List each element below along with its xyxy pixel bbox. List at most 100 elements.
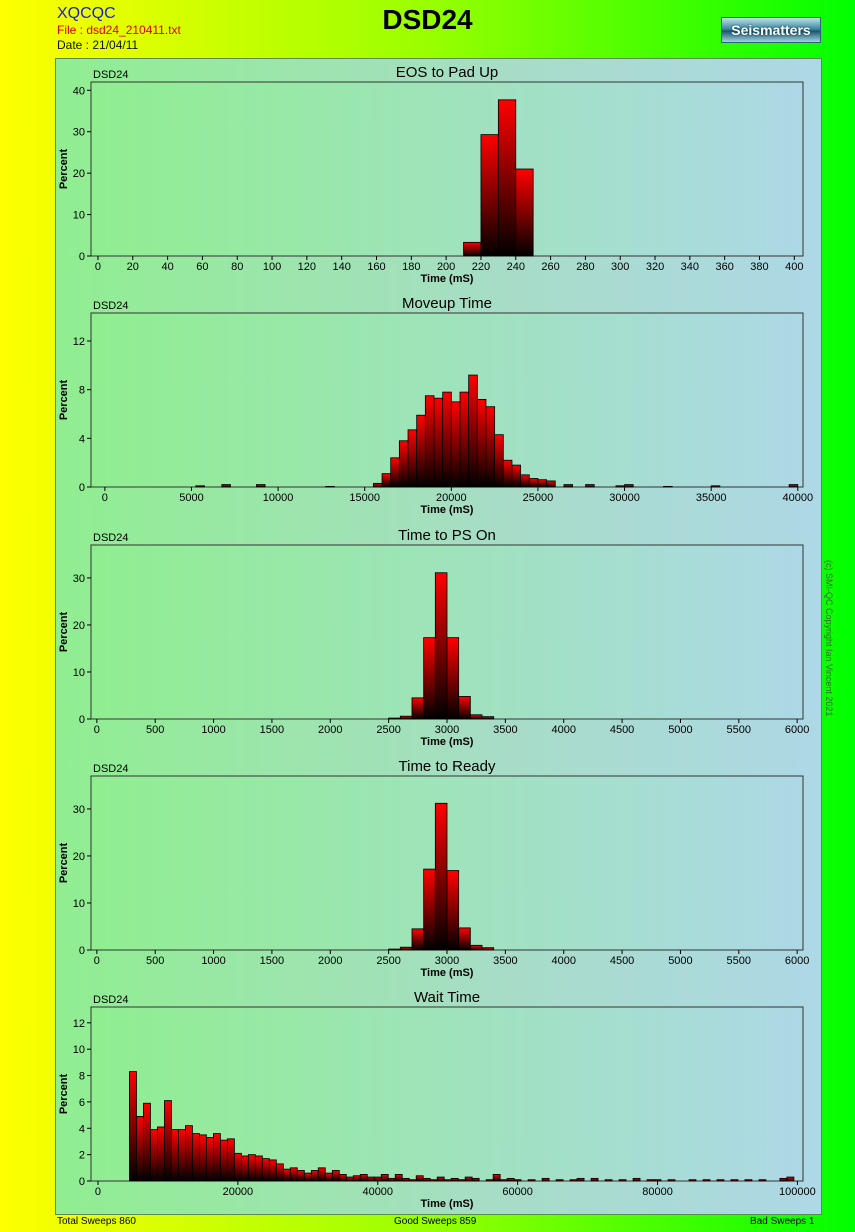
y-tick-label: 0 xyxy=(79,251,85,263)
histogram-bar xyxy=(401,1177,410,1182)
x-axis-label: Time (mS) xyxy=(421,504,474,516)
chart-tag: DSD24 xyxy=(93,532,128,544)
x-tick-label: 500 xyxy=(146,955,164,967)
y-tick-label: 30 xyxy=(73,573,85,585)
histogram-bar xyxy=(618,1179,627,1182)
chart-3: DSD24 Time to PS On 0 10 20 30 0 500 1000 1500 200… xyxy=(58,527,809,748)
y-tick-label: 4 xyxy=(79,433,85,445)
histogram-bar xyxy=(528,478,539,488)
x-axis-label: Time (mS) xyxy=(421,736,474,748)
y-tick-label: 20 xyxy=(73,620,85,632)
histogram-bar xyxy=(268,1159,277,1182)
histogram-bar xyxy=(710,485,721,488)
x-tick-label: 300 xyxy=(611,261,629,273)
histogram-bar xyxy=(555,1179,564,1182)
histogram-bar xyxy=(459,391,470,488)
histogram-bar xyxy=(247,1154,256,1182)
x-axis-label: Time (mS) xyxy=(421,967,474,979)
histogram-bar xyxy=(129,1071,137,1182)
histogram-bar xyxy=(569,1179,578,1182)
x-tick-label: 20 xyxy=(127,261,139,273)
x-tick-label: 20000 xyxy=(436,492,467,504)
histogram-bar xyxy=(411,928,425,951)
histogram-bar xyxy=(136,1116,144,1182)
histogram-bar xyxy=(407,429,418,488)
histogram-bar xyxy=(520,474,530,488)
histogram-bar xyxy=(442,391,452,488)
histogram-bar xyxy=(576,1177,585,1182)
total-sweeps: Total Sweeps 860 xyxy=(57,1216,136,1227)
histogram-bar xyxy=(388,717,401,720)
y-tick-label: 4 xyxy=(79,1123,85,1135)
histogram-bar xyxy=(688,1179,697,1182)
histogram-bar xyxy=(604,1179,613,1182)
histogram-bar xyxy=(590,1177,599,1182)
histogram-bar xyxy=(411,697,425,720)
histogram-bar xyxy=(632,1177,641,1182)
histogram-bar xyxy=(541,1177,550,1182)
file-name: File : dsd24_210411.txt xyxy=(57,23,181,38)
histogram-bar xyxy=(282,1168,291,1182)
histogram-bar xyxy=(325,485,335,488)
histogram-bar xyxy=(446,637,460,720)
histogram-bar xyxy=(388,948,401,951)
histogram-bar xyxy=(171,1129,179,1182)
x-tick-label: 5000 xyxy=(668,955,692,967)
x-tick-label: 2000 xyxy=(318,955,342,967)
y-axis-label: Percent xyxy=(58,148,70,189)
chart-tag: DSD24 xyxy=(93,994,128,1006)
y-tick-label: 10 xyxy=(73,898,85,910)
x-tick-label: 260 xyxy=(541,261,559,273)
bad-sweeps: Bad Sweeps 1 xyxy=(750,1216,815,1227)
histogram-bar xyxy=(506,1177,515,1182)
histogram-bar xyxy=(380,1174,389,1182)
histogram-bar xyxy=(366,1176,375,1182)
y-tick-label: 30 xyxy=(73,127,85,139)
histogram-bar xyxy=(443,1179,452,1182)
histogram-bar xyxy=(289,1167,298,1182)
y-tick-label: 10 xyxy=(73,210,85,222)
y-axis-label: Percent xyxy=(58,1073,70,1114)
x-tick-label: 400 xyxy=(785,261,803,273)
histogram-bar xyxy=(206,1137,214,1182)
chart-title: Time to Ready xyxy=(399,758,496,775)
histogram-bar xyxy=(494,434,504,488)
x-tick-label: 5000 xyxy=(668,724,692,736)
x-tick-label: 4000 xyxy=(551,955,575,967)
histogram-bar xyxy=(429,1179,438,1182)
histogram-bar xyxy=(219,1139,228,1182)
histogram-bar xyxy=(399,946,413,951)
histogram-bar xyxy=(433,397,444,488)
histogram-bar xyxy=(310,1170,319,1182)
histogram-bar xyxy=(446,870,460,951)
histogram-bar xyxy=(463,241,482,257)
histogram-bar xyxy=(469,714,483,720)
histogram-bar xyxy=(464,1176,473,1182)
histogram-bar xyxy=(373,1176,382,1182)
x-tick-label: 80000 xyxy=(642,1186,673,1198)
x-tick-label: 25000 xyxy=(523,492,554,504)
histogram-bar xyxy=(317,1167,326,1182)
histogram-bar xyxy=(667,1179,676,1182)
x-tick-label: 40 xyxy=(161,261,173,273)
x-tick-label: 340 xyxy=(681,261,699,273)
histogram-bar xyxy=(511,464,522,488)
chart-2: DSD24 Moveup Time 0 4 8 12 0 5000 10000 15000 2000… xyxy=(58,295,813,516)
histogram-bar xyxy=(352,1175,361,1182)
x-tick-label: 6000 xyxy=(785,955,809,967)
histogram-bar xyxy=(527,1179,536,1182)
histogram-bar xyxy=(143,1102,151,1182)
histogram-bar xyxy=(324,1172,333,1182)
chart-title: Time to PS On xyxy=(398,527,496,544)
histogram-bar xyxy=(546,480,556,488)
app-name: XQCQC xyxy=(57,5,116,22)
x-tick-label: 100000 xyxy=(779,1186,816,1198)
x-tick-label: 5000 xyxy=(179,492,203,504)
histogram-bar xyxy=(199,1134,207,1182)
histogram-bar xyxy=(458,927,471,951)
histogram-bar xyxy=(233,1152,242,1182)
x-tick-label: 0 xyxy=(94,724,100,736)
x-tick-label: 60000 xyxy=(502,1186,533,1198)
header-info: XQCQC File : dsd24_210411.txt Date : 21/… xyxy=(57,4,181,52)
